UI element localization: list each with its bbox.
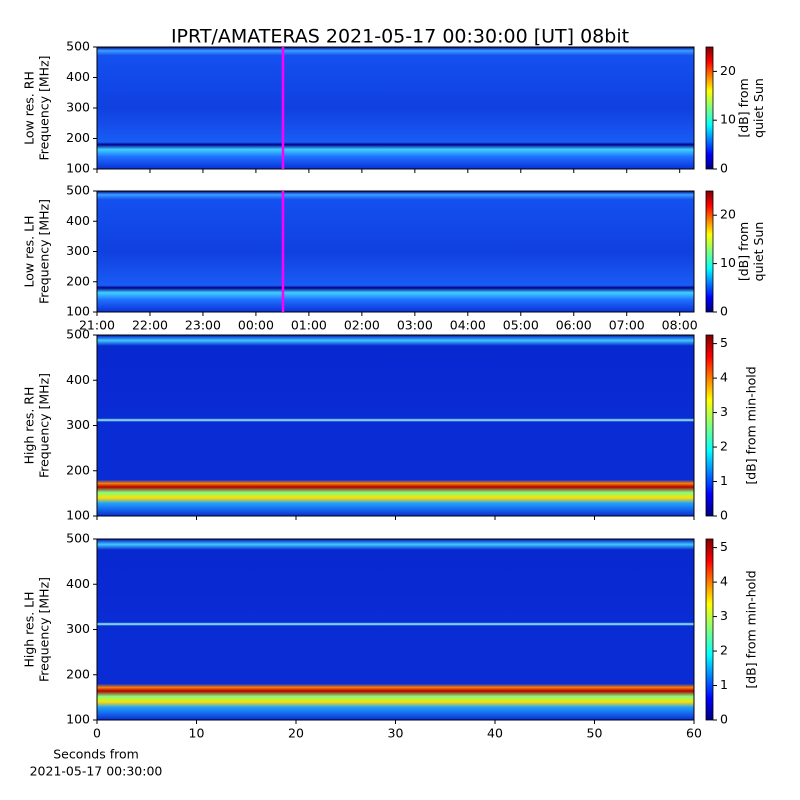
y-tick-label: 200	[66, 273, 90, 288]
colorbar-tick-label: 20	[720, 207, 736, 222]
spectrogram	[97, 191, 694, 312]
colorbar-tick-label: 3	[720, 608, 728, 623]
colorbar-label: quiet Sun	[751, 78, 766, 138]
y-axis-label: High res. LH	[22, 591, 37, 667]
colorbar-tick-label: 10	[720, 112, 736, 127]
colorbar-tick-label: 2	[720, 439, 728, 454]
colorbar-label: [dB] from min-hold	[744, 366, 759, 484]
x-tick-label: 08:00	[662, 318, 698, 333]
colorbar-tick-label: 10	[720, 255, 736, 270]
x-tick-label: 60	[686, 726, 702, 741]
x-tick-label: 21:00	[79, 318, 115, 333]
y-tick-label: 400	[66, 213, 90, 228]
colorbar-tick-label: 0	[720, 508, 728, 523]
x-tick-label: 01:00	[291, 318, 327, 333]
y-tick-label: 400	[66, 372, 90, 387]
colorbar-tick-label: 4	[720, 574, 728, 589]
colorbar	[705, 190, 714, 313]
colorbar-tick-label: 3	[720, 404, 728, 419]
x-tick-label: 02:00	[344, 318, 380, 333]
y-axis-label: Frequency [MHz]	[37, 55, 52, 160]
x-tick-label: 07:00	[609, 318, 645, 333]
colorbar	[705, 46, 714, 170]
colorbar	[705, 538, 714, 721]
colorbar-tick-label: 5	[720, 539, 728, 554]
colorbar-tick-label: 0	[720, 161, 728, 176]
colorbar-tick-label: 1	[720, 677, 728, 692]
x-tick-label: 23:00	[185, 318, 221, 333]
y-tick-label: 200	[66, 666, 90, 681]
colorbar-tick-label: 0	[720, 712, 728, 727]
y-tick-label: 300	[66, 621, 90, 636]
colorbar-label: [dB] from min-hold	[744, 570, 759, 688]
y-tick-label: 100	[66, 508, 90, 523]
colorbar-label: quiet Sun	[751, 222, 766, 282]
colorbar-tick-label: 4	[720, 370, 728, 385]
y-tick-label: 400	[66, 69, 90, 84]
y-tick-label: 300	[66, 243, 90, 258]
colorbar-label: [dB] from	[736, 222, 751, 281]
x-axis-label: Seconds from	[53, 747, 139, 762]
spectrogram	[97, 539, 694, 720]
x-tick-label: 40	[487, 726, 503, 741]
spectrogram	[97, 47, 694, 169]
y-axis-label: Low res. LH	[22, 216, 37, 288]
colorbar-tick-label: 1	[720, 473, 728, 488]
y-tick-label: 300	[66, 100, 90, 115]
y-axis-label: Frequency [MHz]	[37, 577, 52, 682]
colorbar-tick-label: 2	[720, 643, 728, 658]
colorbar-label: [dB] from	[736, 78, 751, 137]
x-tick-label: 00:00	[238, 318, 274, 333]
x-tick-label: 03:00	[397, 318, 433, 333]
y-tick-label: 500	[66, 39, 90, 54]
y-axis-label: Frequency [MHz]	[37, 373, 52, 478]
colorbar-tick-label: 5	[720, 335, 728, 350]
y-tick-label: 400	[66, 576, 90, 591]
y-tick-label: 500	[66, 327, 90, 342]
y-axis-label: Low res. RH	[22, 71, 37, 145]
colorbar-tick-label: 20	[720, 63, 736, 78]
figure-title: IPRT/AMATERAS 2021-05-17 00:30:00 [UT] 0…	[171, 26, 629, 48]
y-axis-label: High res. RH	[22, 387, 37, 465]
x-tick-label: 04:00	[450, 318, 486, 333]
y-tick-label: 100	[66, 304, 90, 319]
y-tick-label: 200	[66, 130, 90, 145]
y-tick-label: 200	[66, 462, 90, 477]
x-tick-label: 0	[93, 726, 101, 741]
colorbar	[705, 334, 714, 517]
colorbar-tick-label: 0	[720, 304, 728, 319]
y-tick-label: 300	[66, 417, 90, 432]
y-tick-label: 100	[66, 161, 90, 176]
y-axis-label: Frequency [MHz]	[37, 199, 52, 304]
y-tick-label: 100	[66, 712, 90, 727]
x-axis-label: 2021-05-17 00:30:00	[30, 764, 163, 779]
y-tick-label: 500	[66, 183, 90, 198]
x-tick-label: 20	[288, 726, 304, 741]
x-tick-label: 50	[587, 726, 603, 741]
x-tick-label: 22:00	[132, 318, 168, 333]
x-tick-label: 10	[189, 726, 205, 741]
x-tick-label: 30	[388, 726, 404, 741]
spectrogram	[97, 335, 694, 516]
x-tick-label: 05:00	[503, 318, 539, 333]
y-tick-label: 500	[66, 531, 90, 546]
x-tick-label: 06:00	[556, 318, 592, 333]
